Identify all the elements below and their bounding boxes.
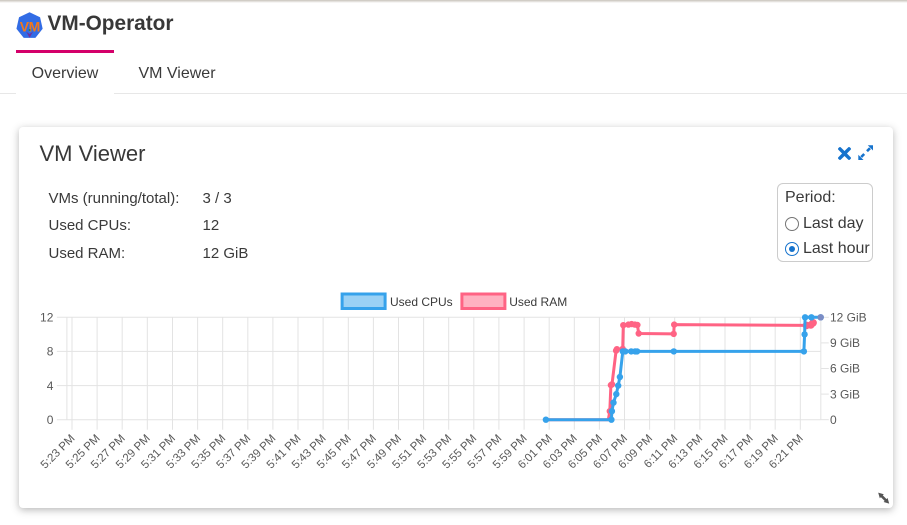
svg-text:3 GiB: 3 GiB: [830, 387, 860, 401]
svg-text:12: 12: [40, 311, 54, 325]
svg-text:9 GiB: 9 GiB: [830, 336, 860, 350]
svg-text:6 GiB: 6 GiB: [830, 362, 860, 376]
svg-text:12 GiB: 12 GiB: [830, 311, 867, 325]
svg-text:VM: VM: [19, 19, 39, 35]
svg-text:4: 4: [46, 379, 53, 393]
svg-text:8: 8: [46, 345, 53, 359]
svg-text:0: 0: [830, 413, 837, 427]
svg-text:Used RAM: Used RAM: [509, 295, 567, 309]
svg-text:0: 0: [46, 413, 53, 427]
svg-text:Used CPUs: Used CPUs: [390, 295, 453, 309]
